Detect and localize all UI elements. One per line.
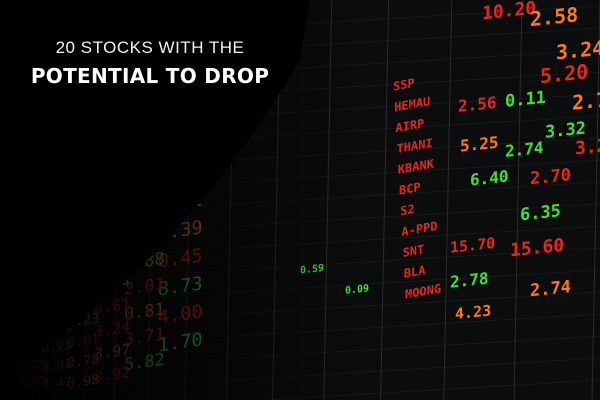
headline-line1: 20 STOCKS WITH THE (55, 38, 245, 57)
headline-line2: POTENTIAL TO DROP (30, 64, 270, 88)
headline: 20 STOCKS WITH THE POTENTIAL TO DROP (0, 38, 300, 88)
